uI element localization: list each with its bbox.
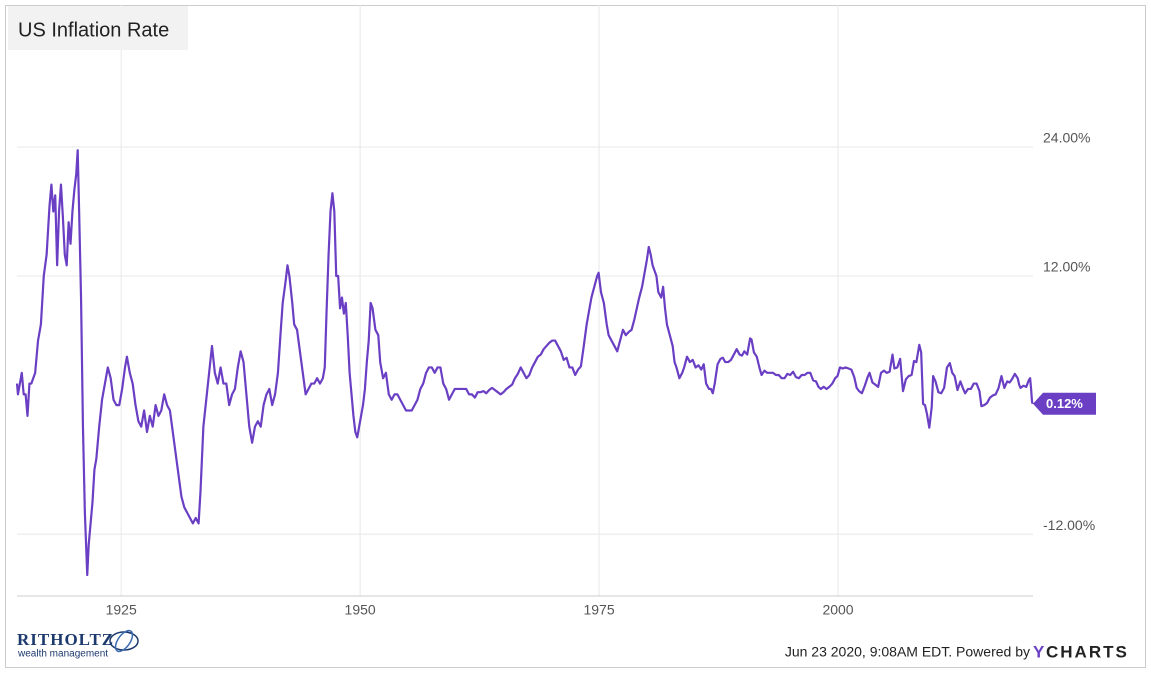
- y-tick-label: 12.00%: [1043, 259, 1090, 275]
- timestamp: Jun 23 2020, 9:08AM EDT. Powered by: [785, 644, 1030, 660]
- brand-y: Y: [1033, 642, 1045, 661]
- chart-title: US Inflation Rate: [18, 19, 169, 41]
- last-value-label: 0.12%: [1046, 396, 1083, 411]
- logo-icon: [114, 629, 134, 653]
- y-tick-label: -12.00%: [1043, 517, 1095, 533]
- logo: RITHOLTZ wealth management: [17, 629, 139, 660]
- last-value-tag: [1033, 392, 1096, 415]
- logo-name: RITHOLTZ: [17, 630, 114, 649]
- logo-tagline: wealth management: [17, 649, 108, 660]
- x-tick-label: 2000: [822, 602, 853, 618]
- title-box: [8, 6, 188, 50]
- plot-area: 1925 1950 1975 2000 -12.00% 12.00% 24.00%: [15, 5, 1095, 618]
- logo-icon: [109, 631, 139, 651]
- series-line: [15, 149, 1034, 577]
- frame: [5, 5, 1146, 668]
- x-tick-label: 1975: [583, 602, 614, 618]
- x-tick-label: 1925: [106, 602, 137, 618]
- brand-rest: CHARTS: [1046, 642, 1129, 661]
- y-tick-label: 24.00%: [1043, 130, 1090, 146]
- x-tick-label: 1950: [345, 602, 376, 618]
